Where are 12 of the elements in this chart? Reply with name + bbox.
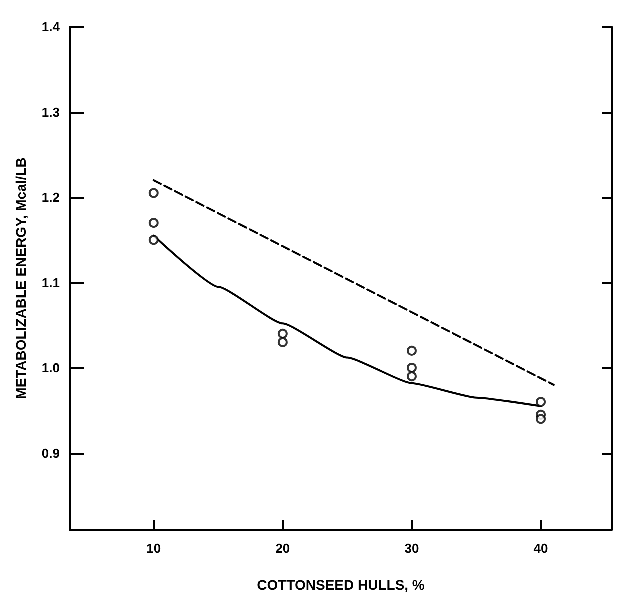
y-tick-label: 1.1: [42, 275, 60, 290]
x-tick-label: 20: [276, 541, 290, 556]
x-tick-label: 10: [146, 541, 162, 556]
x-tick-label: 40: [534, 541, 548, 556]
y-tick-label: 0.9: [42, 446, 60, 461]
y-tick-label: 1.4: [42, 20, 61, 34]
y-tick-label: 1.2: [42, 190, 60, 206]
y-axis-title: METABOLIZABLE ENERGY, Mcal/LB: [13, 158, 29, 400]
x-axis-title: COTTONSEED HULLS, %: [257, 577, 426, 593]
y-tick-label: 1.0: [42, 360, 60, 376]
y-tick-label: 1.3: [42, 104, 60, 120]
x-tick-label: 30: [404, 541, 420, 556]
